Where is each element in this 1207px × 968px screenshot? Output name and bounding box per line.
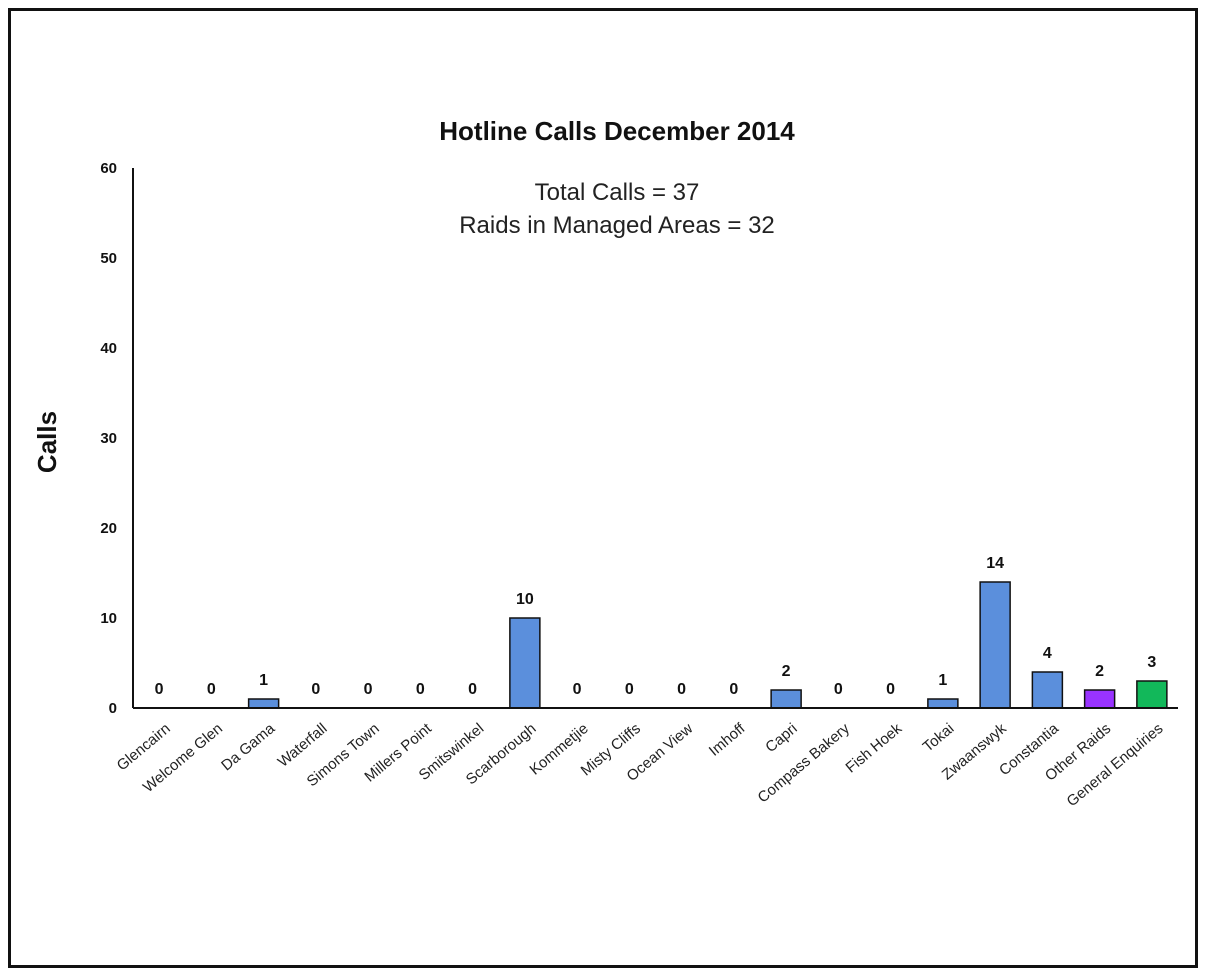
data-label: 4	[1043, 645, 1052, 662]
bar	[1136, 680, 1168, 709]
bar	[927, 698, 959, 709]
bar	[770, 689, 802, 709]
data-label: 0	[677, 681, 686, 698]
annotation-raids: Raids in Managed Areas = 32	[459, 212, 775, 239]
data-label: 2	[782, 663, 791, 680]
bar	[979, 581, 1011, 709]
data-label: 0	[416, 681, 425, 698]
y-axis-label: Calls	[32, 411, 62, 473]
chart-frame	[8, 8, 1198, 968]
x-tick-label: Compass Bakery	[755, 720, 854, 807]
data-label: 1	[259, 672, 268, 689]
data-label: 0	[729, 681, 738, 698]
y-tick-label: 0	[109, 700, 117, 717]
data-label: 3	[1147, 654, 1156, 671]
x-tick-label: Tokai	[920, 720, 958, 756]
data-label: 0	[207, 681, 216, 698]
x-tick-label: Fish Hoek	[843, 720, 906, 777]
x-tick-label: Capri	[762, 720, 800, 756]
y-tick-label: 20	[100, 520, 117, 537]
y-tick-label: 40	[100, 340, 117, 357]
x-tick-label: Imhoff	[706, 720, 749, 760]
data-label: 0	[886, 681, 895, 698]
data-label: 1	[938, 672, 947, 689]
annotation-total-calls: Total Calls = 37	[535, 179, 700, 206]
data-label: 2	[1095, 663, 1104, 680]
x-tick-label: General Enquiries	[1064, 720, 1167, 810]
chart-title: Hotline Calls December 2014	[439, 116, 795, 146]
y-tick-label: 10	[100, 610, 117, 627]
data-label: 0	[468, 681, 477, 698]
data-label: 0	[834, 681, 843, 698]
y-tick-label: 30	[100, 430, 117, 447]
data-label: 0	[625, 681, 634, 698]
y-tick-label: 50	[100, 250, 117, 267]
bar	[1031, 671, 1064, 709]
bars-group	[247, 581, 1168, 709]
y-tick-label: 60	[100, 160, 117, 177]
data-label: 0	[364, 681, 373, 698]
x-tick-label: Da Gama	[218, 720, 279, 775]
bar	[247, 698, 280, 709]
data-label: 0	[155, 681, 164, 698]
y-axis-ticks: 0 10 20 30 40 50 60	[100, 160, 117, 717]
data-label: 14	[986, 555, 1004, 572]
bar	[509, 617, 541, 709]
bar	[1083, 689, 1116, 709]
data-label: 0	[573, 681, 582, 698]
data-label: 10	[516, 591, 534, 608]
data-label: 0	[311, 681, 320, 698]
